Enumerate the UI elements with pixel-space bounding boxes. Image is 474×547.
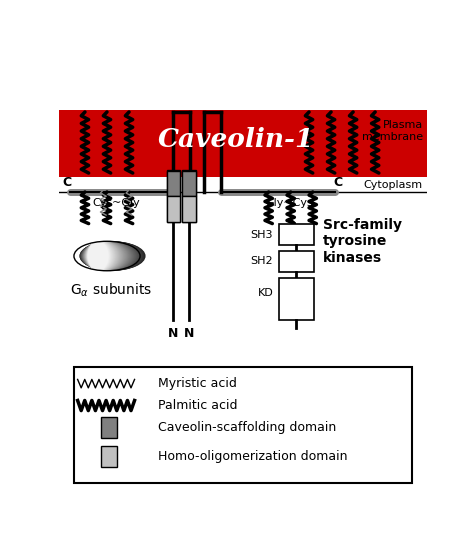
Bar (279, 224, 314, 245)
Text: Caveolin-scaffolding domain: Caveolin-scaffolding domain (158, 421, 337, 434)
Ellipse shape (83, 241, 128, 271)
Ellipse shape (80, 241, 146, 271)
Ellipse shape (86, 241, 116, 271)
Ellipse shape (82, 241, 132, 271)
Ellipse shape (85, 241, 120, 271)
Ellipse shape (82, 241, 134, 271)
Bar (182, 196, 196, 222)
Ellipse shape (86, 241, 117, 271)
Text: Src-family
tyrosine
kinases: Src-family tyrosine kinases (323, 218, 402, 265)
Ellipse shape (85, 241, 121, 271)
Ellipse shape (82, 241, 131, 271)
Ellipse shape (87, 241, 110, 271)
Text: Plasma
membrane: Plasma membrane (362, 120, 423, 142)
Text: Cytoplasm: Cytoplasm (364, 180, 423, 190)
Text: Palmitic acid: Palmitic acid (158, 399, 238, 412)
Text: C: C (62, 176, 71, 189)
Text: C: C (334, 176, 343, 189)
Ellipse shape (80, 241, 143, 271)
Ellipse shape (83, 241, 129, 271)
Ellipse shape (86, 241, 114, 271)
Ellipse shape (84, 241, 125, 271)
Bar (279, 252, 314, 272)
Ellipse shape (86, 241, 115, 271)
Text: Caveolin-1: Caveolin-1 (157, 127, 314, 152)
Text: SH3: SH3 (251, 230, 273, 240)
Ellipse shape (88, 241, 109, 271)
Ellipse shape (87, 241, 113, 271)
Bar (166, 196, 181, 222)
Ellipse shape (81, 241, 141, 271)
Text: G$_\alpha$ subunits: G$_\alpha$ subunits (70, 281, 153, 299)
Bar (166, 170, 181, 222)
Text: Cys~Gly: Cys~Gly (92, 199, 140, 208)
Ellipse shape (84, 241, 124, 271)
Ellipse shape (80, 241, 145, 271)
Ellipse shape (88, 241, 109, 271)
Ellipse shape (81, 241, 140, 271)
Ellipse shape (83, 241, 130, 271)
Text: Gly~Cys: Gly~Cys (265, 199, 313, 208)
Text: SH2: SH2 (251, 257, 273, 266)
Ellipse shape (81, 241, 138, 271)
Ellipse shape (87, 241, 111, 271)
Bar (101, 417, 117, 438)
Bar (59, 110, 427, 177)
Text: KD: KD (257, 288, 273, 298)
Ellipse shape (80, 241, 142, 271)
Ellipse shape (84, 241, 126, 271)
Bar (101, 446, 117, 467)
Bar (182, 170, 196, 222)
Ellipse shape (82, 241, 137, 271)
Ellipse shape (84, 241, 123, 271)
Text: N: N (168, 327, 179, 340)
Ellipse shape (82, 241, 135, 271)
Ellipse shape (85, 241, 119, 271)
Text: N: N (184, 327, 194, 340)
Text: Myristic acid: Myristic acid (158, 377, 237, 390)
Text: Homo-oligomerization domain: Homo-oligomerization domain (158, 450, 348, 463)
Ellipse shape (86, 241, 118, 271)
Bar (74, 367, 412, 482)
Ellipse shape (83, 241, 128, 271)
Ellipse shape (85, 241, 122, 271)
Ellipse shape (84, 241, 127, 271)
Bar (166, 171, 181, 196)
Ellipse shape (80, 241, 144, 271)
Ellipse shape (82, 241, 136, 271)
Ellipse shape (81, 241, 139, 271)
Bar (182, 171, 196, 196)
Ellipse shape (87, 241, 112, 271)
Bar (279, 278, 314, 321)
Ellipse shape (82, 241, 133, 271)
